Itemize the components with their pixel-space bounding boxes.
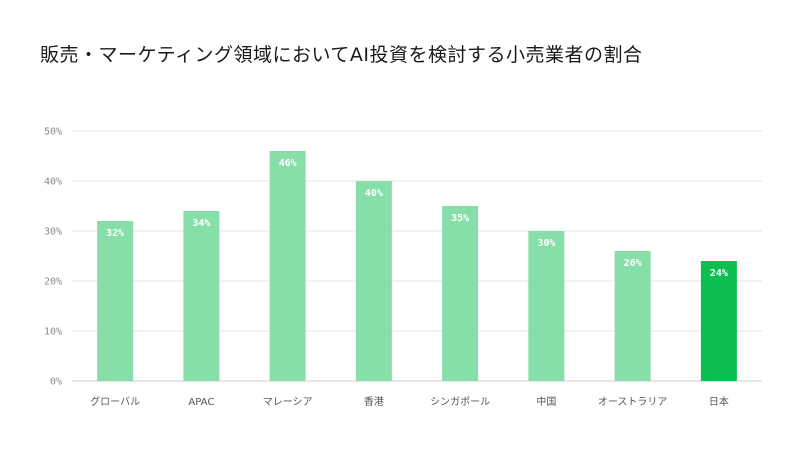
bar xyxy=(614,251,651,381)
y-tick-label: 50% xyxy=(44,127,62,138)
x-category-label: APAC xyxy=(188,397,214,408)
bar-value-label: 35% xyxy=(451,213,469,224)
x-category-label: シンガポール xyxy=(430,396,490,408)
bar xyxy=(442,206,479,381)
bar-value-label: 24% xyxy=(710,268,728,279)
chart-title: 販売・マーケティング領域においてAI投資を検討する小売業者の割合 xyxy=(40,44,643,66)
bar xyxy=(528,231,565,381)
y-axis-ticks: 0% 10% 20% 30% 40% 50% xyxy=(44,127,62,388)
x-category-label: マレーシア xyxy=(263,397,313,408)
bar-value-label: 34% xyxy=(192,218,210,229)
y-tick-label: 10% xyxy=(44,327,62,338)
x-category-label: オーストラリア xyxy=(598,396,668,408)
x-category-label: 中国 xyxy=(536,395,556,408)
bar-value-label: 40% xyxy=(365,188,383,199)
y-tick-label: 40% xyxy=(44,177,62,188)
x-category-label: 日本 xyxy=(709,395,729,408)
y-tick-label: 0% xyxy=(50,377,62,388)
bar xyxy=(355,181,392,381)
y-tick-label: 20% xyxy=(44,277,62,288)
bar-value-label: 26% xyxy=(624,258,642,269)
bar xyxy=(183,211,220,381)
bars xyxy=(97,151,737,381)
bar-value-label: 30% xyxy=(537,238,555,249)
data-labels: 32% 34% 46% 40% 35% 30% 26% 24% xyxy=(106,158,728,279)
bar xyxy=(700,261,737,381)
gridlines xyxy=(72,130,762,382)
bar-value-label: 32% xyxy=(106,228,124,239)
x-category-label: グローバル xyxy=(90,395,140,408)
y-tick-label: 30% xyxy=(44,227,62,238)
x-axis-categories: グローバル APAC マレーシア 香港 シンガポール 中国 オーストラリア 日本 xyxy=(90,395,729,408)
bar-value-label: 46% xyxy=(279,158,297,169)
x-category-label: 香港 xyxy=(364,396,384,408)
bar xyxy=(269,151,306,381)
bar xyxy=(97,221,134,381)
